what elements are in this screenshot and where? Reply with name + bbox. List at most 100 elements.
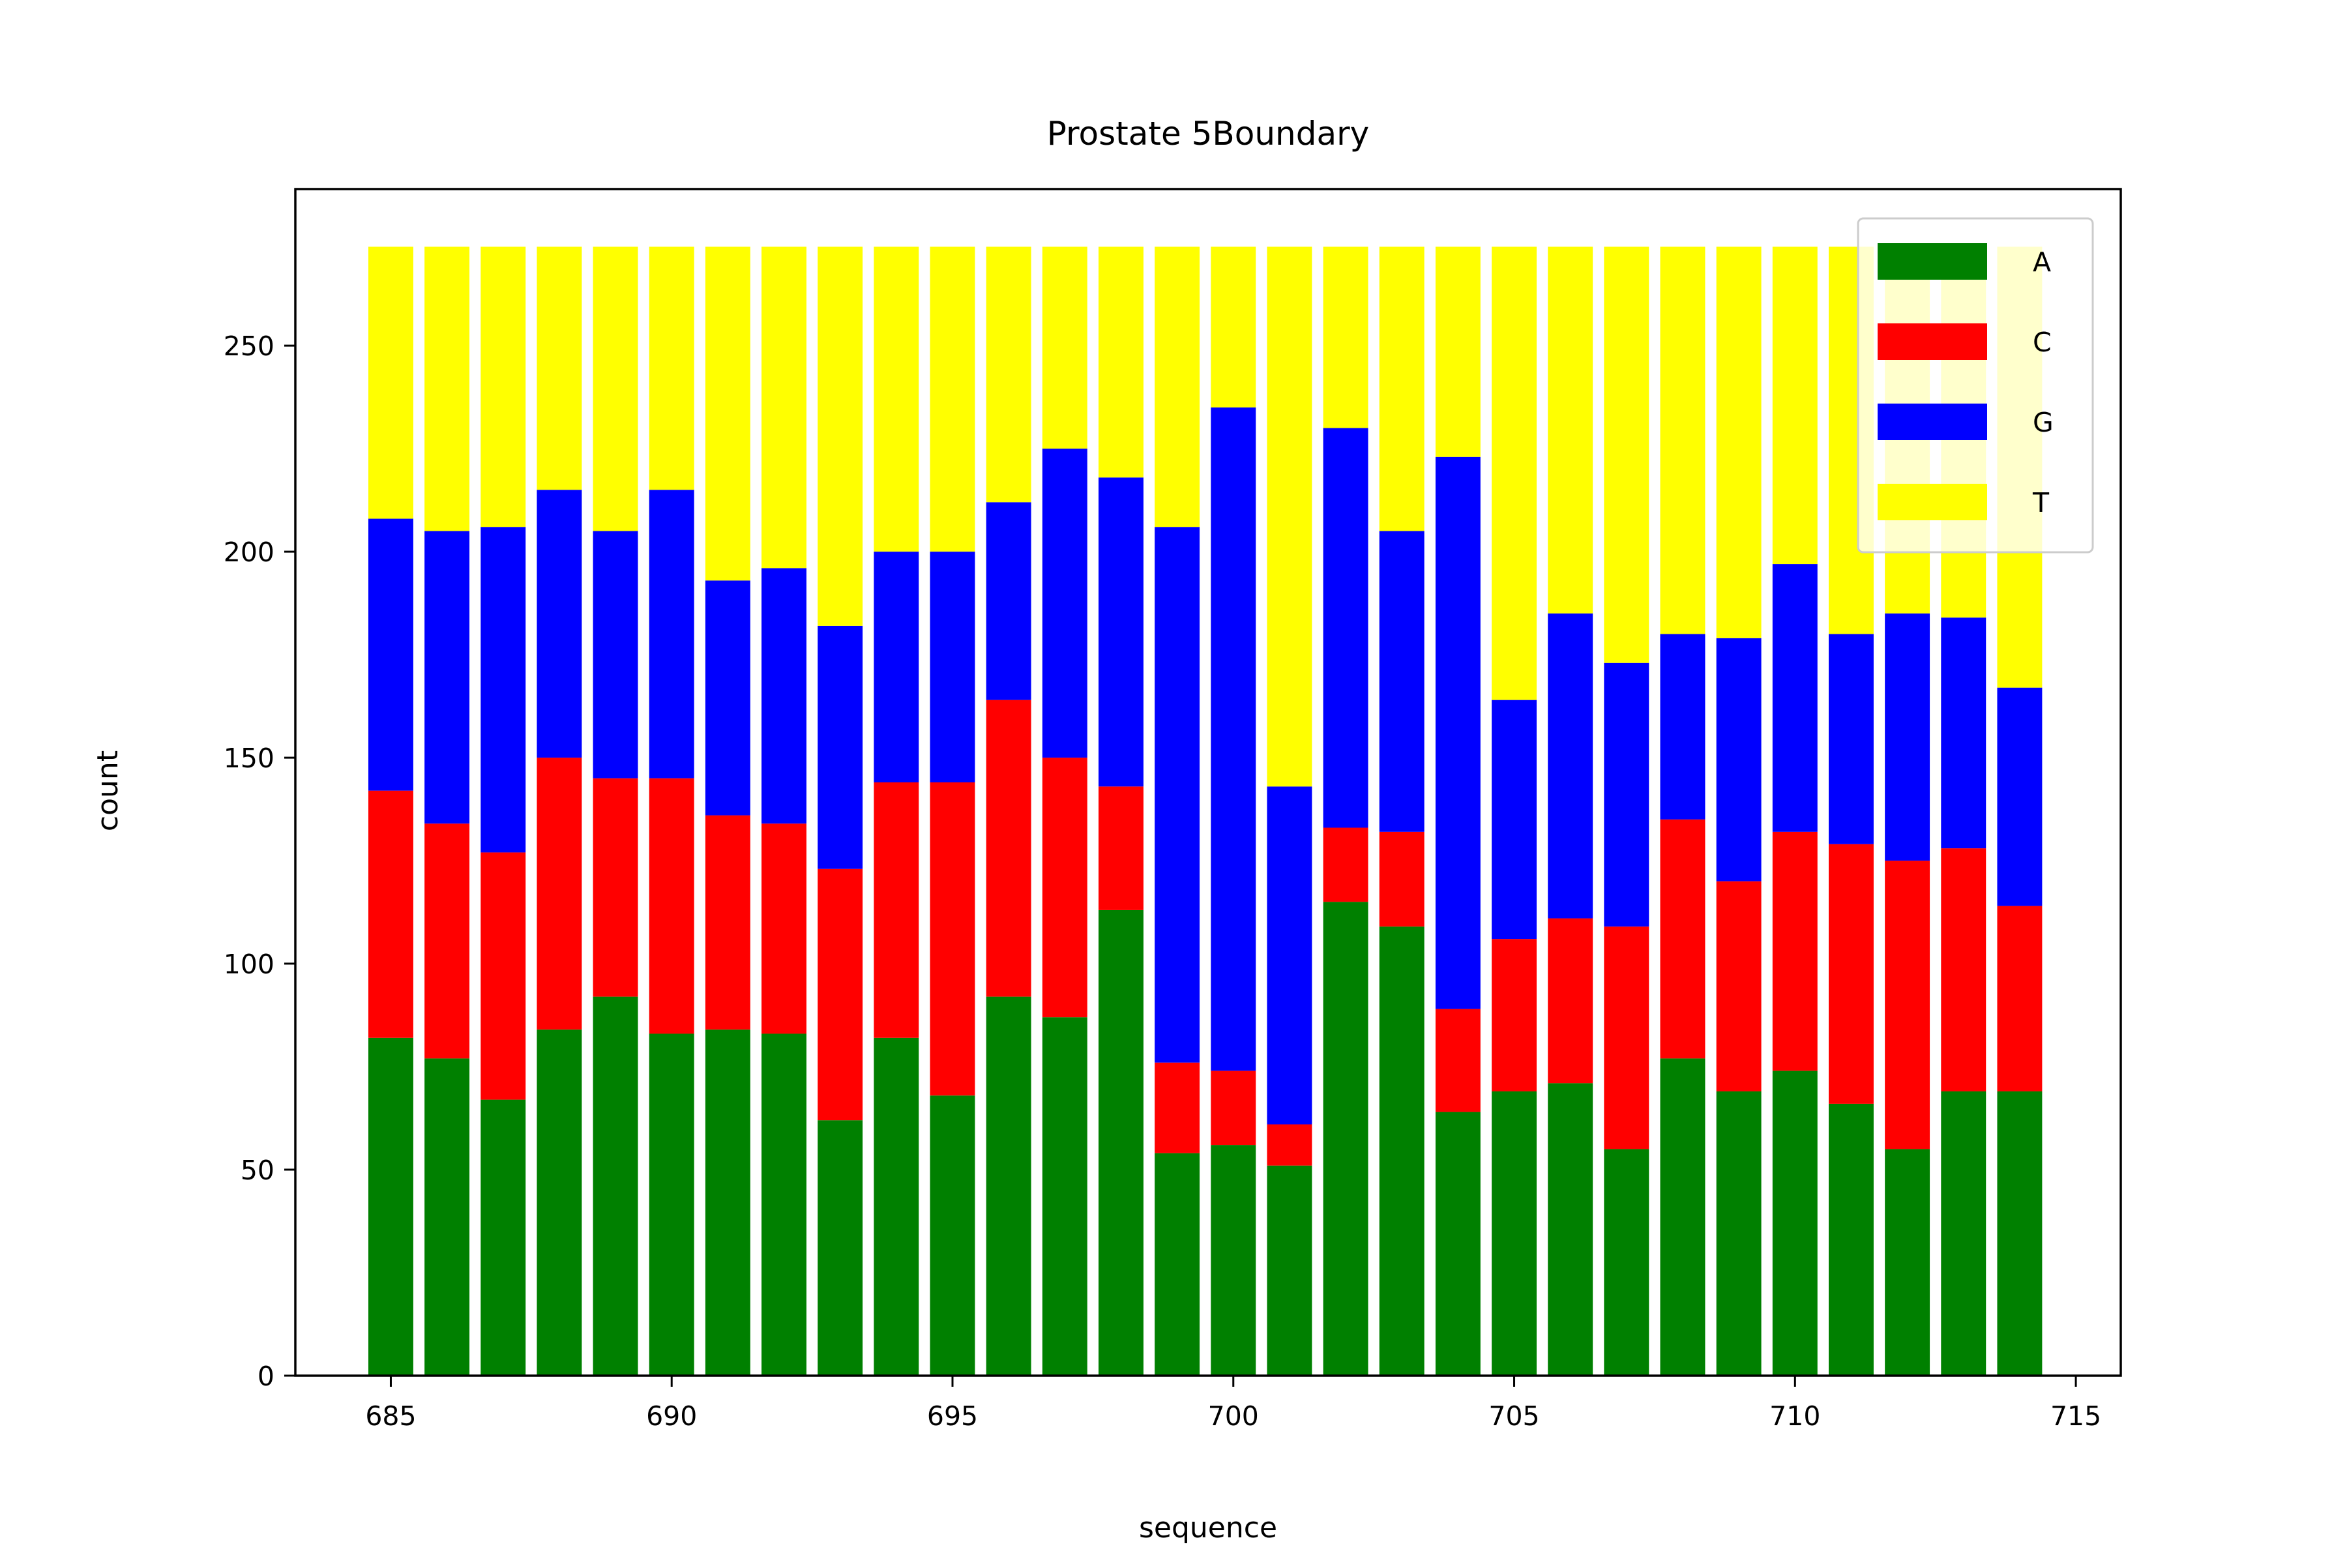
bar-T-694 <box>874 246 919 552</box>
bar-T-706 <box>1548 246 1593 614</box>
bar-T-705 <box>1492 246 1537 700</box>
bar-A-686 <box>424 1058 470 1376</box>
bar-C-692 <box>761 823 806 1034</box>
plot-frame <box>294 188 2122 1377</box>
bar-C-710 <box>1772 831 1818 1071</box>
bar-C-706 <box>1548 918 1593 1084</box>
legend-label-G: G <box>2033 407 2054 438</box>
bar-G-699 <box>1155 527 1200 1063</box>
bar-A-694 <box>874 1037 919 1376</box>
legend-label-C: C <box>2033 327 2052 358</box>
bar-T-693 <box>818 246 863 626</box>
bar-C-702 <box>1323 827 1368 902</box>
bar-G-701 <box>1267 786 1312 1125</box>
bar-G-696 <box>986 502 1031 700</box>
x-tick-label-715: 715 <box>2050 1400 2101 1432</box>
bar-A-688 <box>537 1029 582 1376</box>
bar-T-686 <box>424 246 470 531</box>
bar-G-693 <box>818 625 863 869</box>
bar-C-700 <box>1211 1071 1256 1146</box>
bar-C-696 <box>986 700 1031 997</box>
bar-G-689 <box>593 531 638 778</box>
legend-swatch-G <box>1878 404 1987 440</box>
legend-swatch-A <box>1878 243 1987 280</box>
y-tick-label-150: 150 <box>224 743 274 774</box>
bar-C-712 <box>1885 861 1930 1149</box>
y-tick-label-200: 200 <box>224 537 274 568</box>
bar-A-704 <box>1435 1112 1481 1376</box>
bar-A-691 <box>705 1029 750 1376</box>
bar-C-698 <box>1099 786 1144 910</box>
bar-T-708 <box>1660 246 1705 634</box>
bar-T-689 <box>593 246 638 531</box>
bar-G-706 <box>1548 613 1593 919</box>
bar-G-694 <box>874 552 919 782</box>
bar-G-695 <box>930 552 975 782</box>
legend-swatch-C <box>1878 323 1987 360</box>
x-tick-label-695: 695 <box>927 1400 978 1432</box>
bar-A-689 <box>593 996 638 1376</box>
bar-T-687 <box>480 246 526 527</box>
bar-A-706 <box>1548 1083 1593 1376</box>
bar-A-699 <box>1155 1153 1200 1376</box>
bar-A-696 <box>986 996 1031 1376</box>
bar-T-710 <box>1772 246 1818 565</box>
bar-G-710 <box>1772 564 1818 832</box>
bar-G-692 <box>761 568 806 824</box>
bar-T-696 <box>986 246 1031 503</box>
bar-C-703 <box>1379 831 1424 927</box>
bar-C-701 <box>1267 1124 1312 1166</box>
bar-G-711 <box>1829 634 1874 844</box>
bar-C-704 <box>1435 1009 1481 1112</box>
bar-A-697 <box>1042 1017 1087 1376</box>
bar-T-698 <box>1099 246 1144 478</box>
bar-T-695 <box>930 246 975 552</box>
x-tick-label-685: 685 <box>365 1400 416 1432</box>
bar-C-691 <box>705 815 750 1030</box>
bar-C-713 <box>1941 848 1986 1091</box>
x-tick-label-690: 690 <box>646 1400 697 1432</box>
bar-C-690 <box>649 778 694 1034</box>
bar-C-697 <box>1042 758 1087 1018</box>
bar-A-707 <box>1604 1149 1649 1376</box>
axes-group: 685 690 695 700 705 710 715 0 50 100 150 200 250 <box>224 188 2122 1432</box>
bar-G-700 <box>1211 407 1256 1071</box>
legend-box <box>1857 217 2094 554</box>
bar-G-713 <box>1941 617 1986 849</box>
bar-G-709 <box>1716 638 1762 881</box>
bar-T-697 <box>1042 246 1087 449</box>
bar-G-691 <box>705 580 750 816</box>
bar-T-691 <box>705 246 750 581</box>
bar-A-712 <box>1885 1149 1930 1376</box>
bar-C-694 <box>874 782 919 1038</box>
bar-T-699 <box>1155 246 1200 527</box>
bars-group <box>368 246 2043 1376</box>
bar-C-688 <box>537 758 582 1030</box>
bar-G-704 <box>1435 456 1481 1009</box>
bar-G-697 <box>1042 449 1087 758</box>
bar-G-702 <box>1323 428 1368 828</box>
bar-G-686 <box>424 531 470 824</box>
bar-C-707 <box>1604 926 1649 1149</box>
bar-C-711 <box>1829 844 1874 1104</box>
bar-A-705 <box>1492 1091 1537 1376</box>
bar-A-695 <box>930 1095 975 1376</box>
bar-A-693 <box>818 1120 863 1376</box>
x-tick-label-705: 705 <box>1488 1400 1539 1432</box>
x-tick-label-700: 700 <box>1208 1400 1259 1432</box>
y-tick-label-100: 100 <box>224 949 274 980</box>
bar-A-692 <box>761 1033 806 1376</box>
x-axis-label: sequence <box>1139 1511 1277 1545</box>
bar-T-690 <box>649 246 694 490</box>
bar-C-689 <box>593 778 638 997</box>
bar-C-708 <box>1660 819 1705 1059</box>
bar-A-703 <box>1379 926 1424 1376</box>
chart-title: Prostate 5Boundary <box>1047 115 1369 153</box>
bar-T-709 <box>1716 246 1762 638</box>
bar-G-705 <box>1492 700 1537 939</box>
bar-C-705 <box>1492 939 1537 1091</box>
legend-label-A: A <box>2033 246 2051 278</box>
y-tick-label-50: 50 <box>241 1155 274 1186</box>
bar-G-712 <box>1885 613 1930 861</box>
